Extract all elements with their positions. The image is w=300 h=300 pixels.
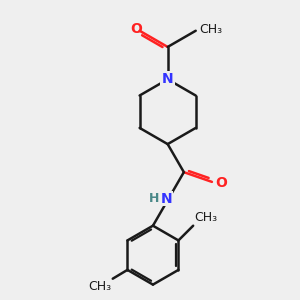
- Text: H: H: [149, 192, 159, 205]
- Text: N: N: [162, 72, 173, 86]
- Text: CH₃: CH₃: [199, 23, 222, 36]
- Text: CH₃: CH₃: [88, 280, 111, 293]
- Text: O: O: [130, 22, 142, 36]
- Text: CH₃: CH₃: [195, 211, 218, 224]
- Text: N: N: [160, 192, 172, 206]
- Text: O: O: [215, 176, 227, 190]
